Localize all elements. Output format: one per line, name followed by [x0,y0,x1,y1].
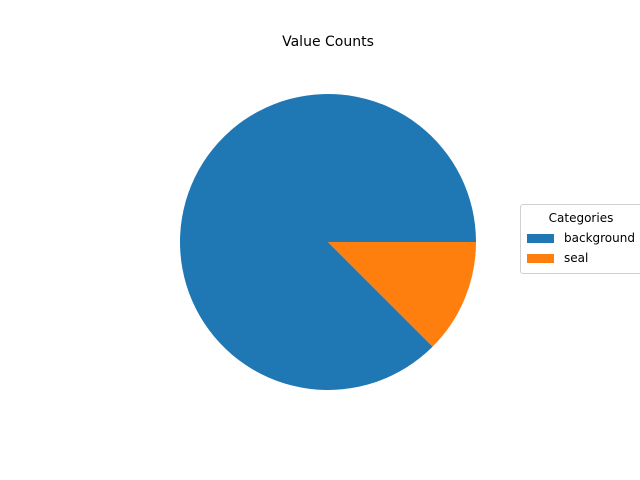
legend-title: Categories [548,211,614,225]
legend-swatch-background [527,234,554,243]
pie-slice-seal [328,242,476,347]
legend-label-seal: seal [564,251,589,265]
pie-slices [180,93,477,390]
legend-label-background: background [564,231,635,245]
chart-title: Value Counts [282,34,374,50]
legend-swatch-seal [527,254,554,263]
pie-slice-background [180,93,477,390]
legend: Categories background seal [520,204,640,274]
